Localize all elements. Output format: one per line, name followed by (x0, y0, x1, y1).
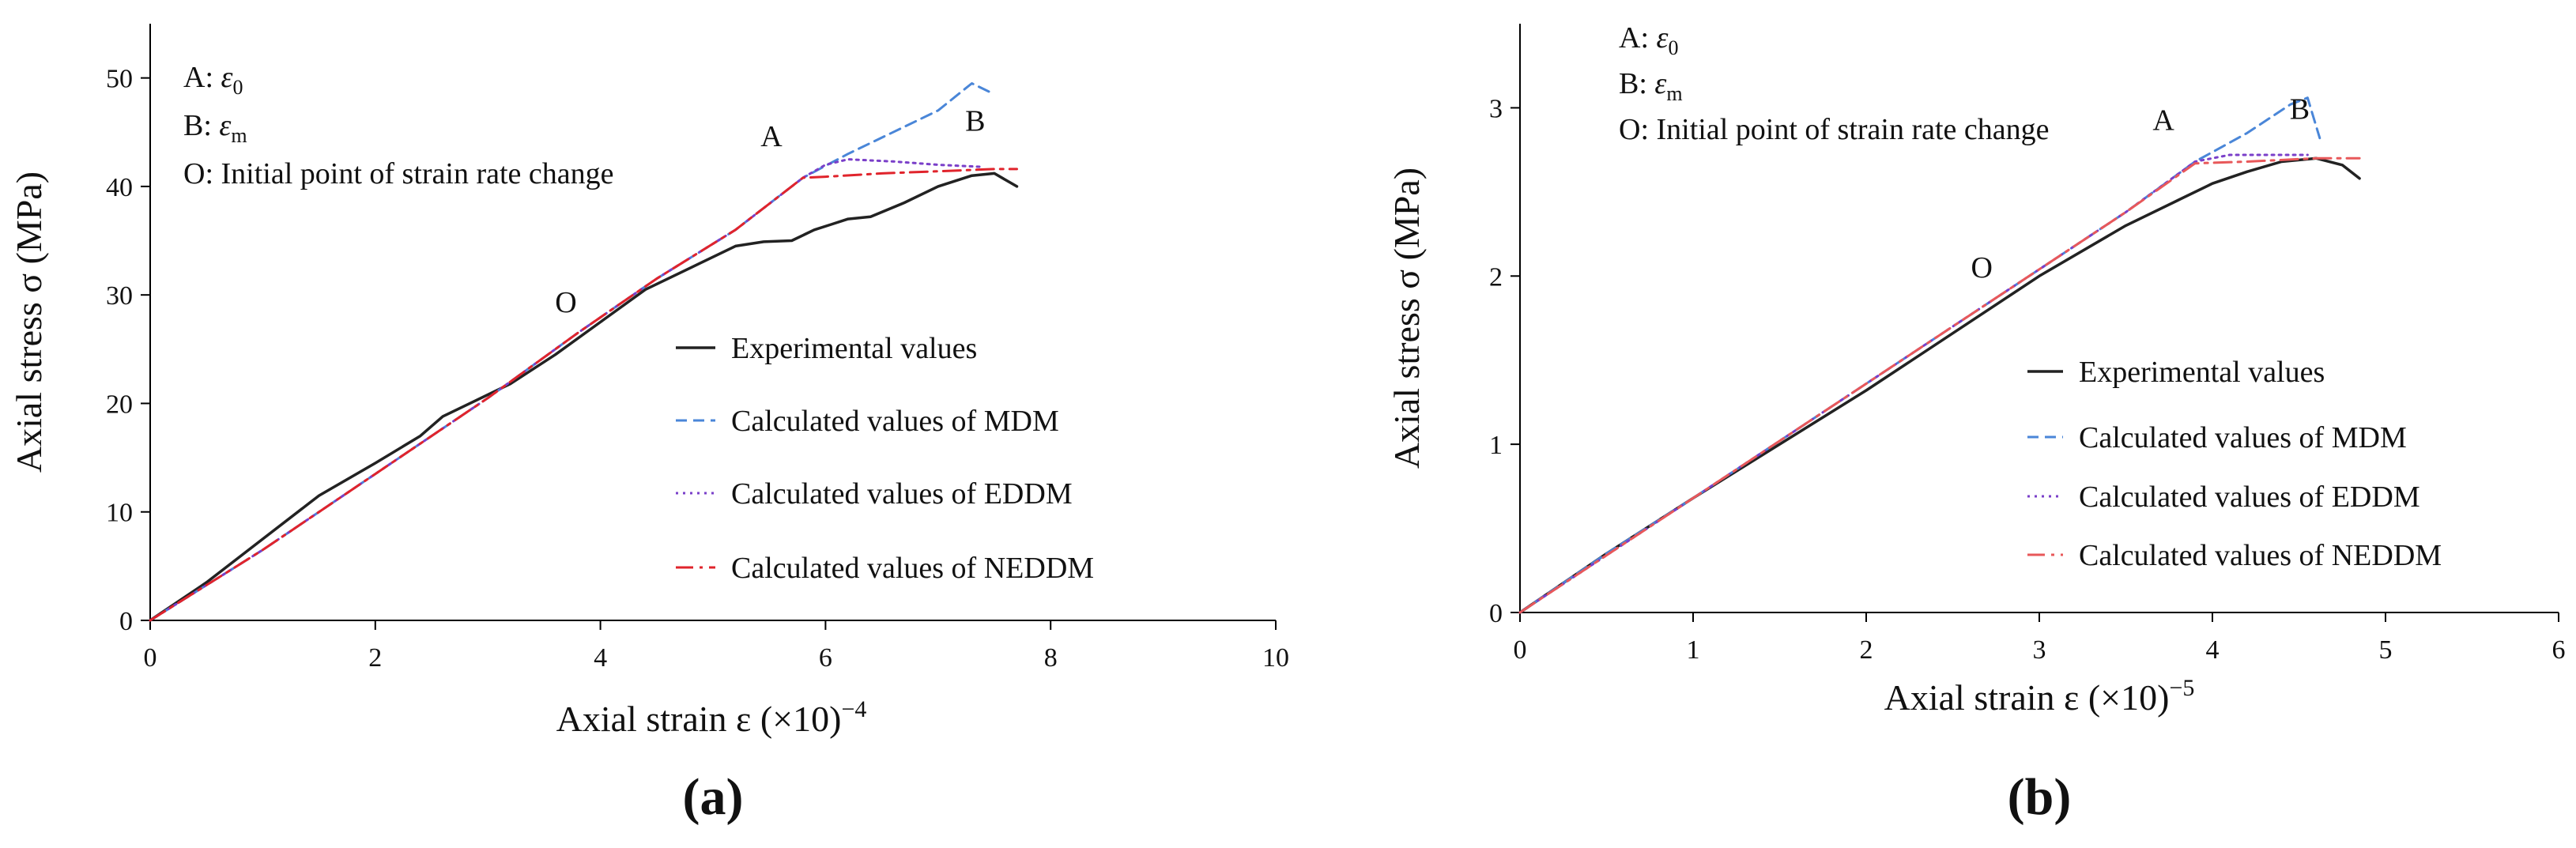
legend-entry: Experimental values (2079, 356, 2325, 389)
y-tick-label: 20 (106, 390, 133, 419)
y-axis-label: Axial stress σ (MPa) (9, 171, 49, 473)
x-tick-label: 6 (819, 643, 832, 673)
x-tick-label: 4 (2206, 635, 2220, 665)
annotation-o: O: Initial point of strain rate change (1619, 113, 2050, 146)
panel-label: (a) (683, 768, 744, 826)
y-tick-label: 3 (1489, 94, 1503, 123)
x-tick-label: 10 (1262, 643, 1289, 673)
point-label-o: O (555, 286, 576, 319)
x-axis-label: Axial strain ε (×10)−4 (556, 696, 867, 739)
series-line-experimental (149, 171, 1019, 622)
x-tick-label: 4 (594, 643, 607, 673)
point-label-b: B (965, 104, 985, 138)
legend-entry: Calculated values of EDDM (2079, 481, 2420, 514)
x-tick-label: 1 (1687, 635, 1700, 665)
annotation-b: B: εm (1619, 67, 1683, 105)
x-tick-label: 2 (1860, 635, 1873, 665)
y-tick-label: 2 (1489, 262, 1503, 292)
y-tick-label: 30 (106, 281, 133, 311)
annotation-b: B: εm (183, 109, 247, 147)
legend-entry: Experimental values (731, 332, 977, 365)
point-label-a: A (760, 120, 783, 153)
y-tick-label: 10 (106, 499, 133, 528)
x-axis-label: Axial strain ε (×10)−5 (1884, 675, 2195, 718)
y-tick-label: 40 (106, 173, 133, 202)
point-label-a: A (2152, 104, 2174, 138)
y-tick-label: 0 (119, 607, 133, 636)
legend-entry: Calculated values of EDDM (731, 477, 1073, 511)
y-tick-label: 0 (1489, 599, 1503, 628)
y-axis-label: Axial stress σ (MPa) (1386, 168, 1427, 469)
chart-panel-a: 0 2 4 6 8 10 0 10 20 30 40 50 O A B A: ε0 B: εm O: Initia… (9, 24, 1289, 826)
y-tick-label: 1 (1489, 431, 1503, 460)
point-label-b: B (2290, 92, 2310, 126)
series-line-neddm (149, 168, 1018, 622)
annotation-a: A: ε0 (1619, 21, 1679, 59)
legend-entry: Calculated values of NEDDM (2079, 539, 2442, 572)
chart-panel-b: 0 1 2 3 4 5 6 0 1 2 3 O A B A: ε0 B: εm O: Initial point… (1386, 21, 2566, 826)
x-tick-label: 2 (368, 643, 382, 673)
panel-label: (b) (2008, 768, 2072, 826)
legend-entry: Calculated values of MDM (2079, 421, 2407, 454)
x-tick-label: 0 (1514, 635, 1527, 665)
x-tick-label: 3 (2033, 635, 2046, 665)
x-tick-label: 6 (2552, 635, 2566, 665)
legend-entry: Calculated values of NEDDM (731, 552, 1094, 585)
y-tick-label: 50 (106, 65, 133, 94)
x-tick-label: 0 (144, 643, 157, 673)
point-label-o: O (1971, 251, 1993, 285)
legend-entry: Calculated values of MDM (731, 405, 1059, 438)
x-tick-label: 5 (2379, 635, 2393, 665)
series-line-neddm (1518, 156, 2361, 614)
x-tick-label: 8 (1044, 643, 1058, 673)
annotation-a: A: ε0 (183, 61, 243, 99)
annotation-o: O: Initial point of strain rate change (183, 157, 614, 190)
